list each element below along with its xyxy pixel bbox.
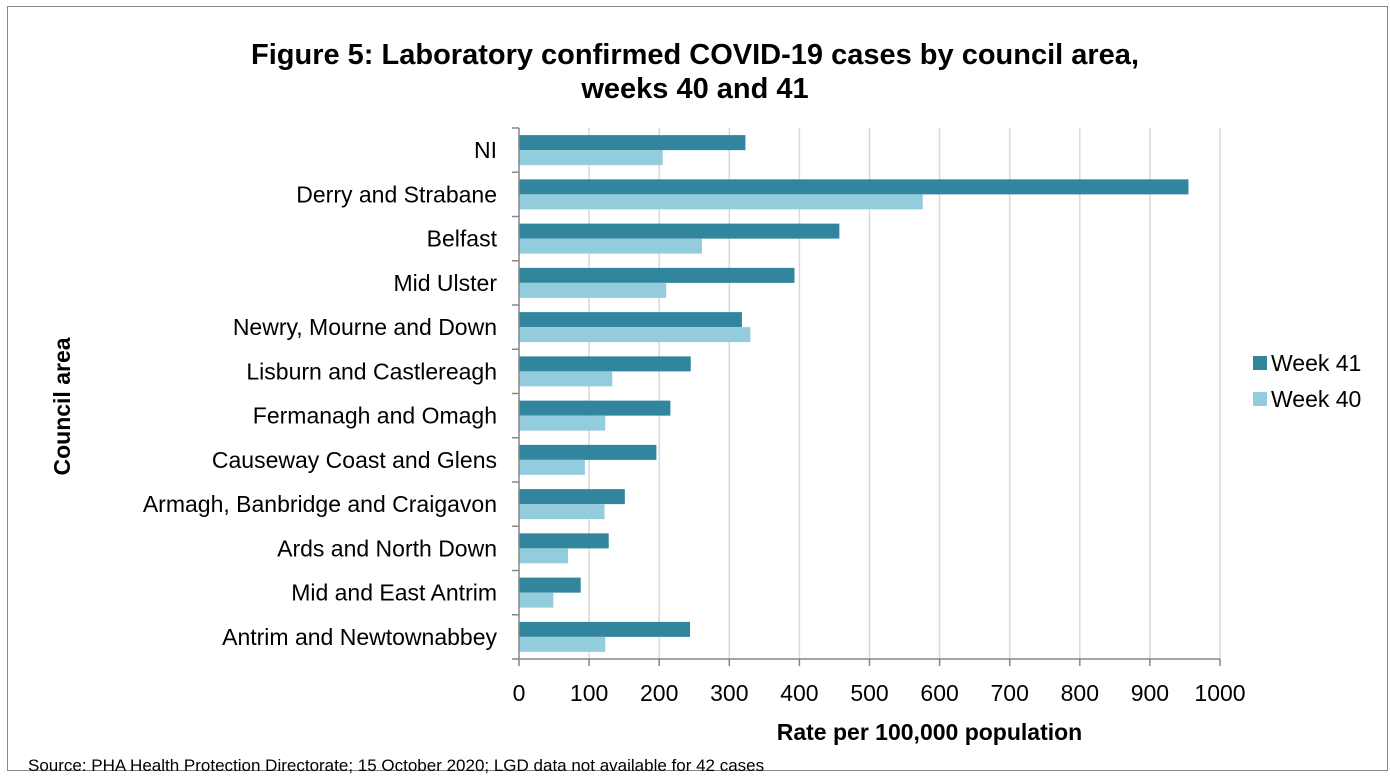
category-label-lisburn-and-castlereagh: Lisburn and Castlereagh — [246, 358, 497, 384]
x-tick-label-1000: 1000 — [1194, 680, 1245, 706]
bar-week-41-newry-mourne-and-down — [519, 312, 742, 328]
legend-item-week-41: Week 41 — [1253, 345, 1361, 381]
axes — [512, 127, 1221, 666]
bar-week-40-newry-mourne-and-down — [519, 327, 751, 343]
x-axis-title: Rate per 100,000 population — [777, 719, 1082, 745]
x-tick-label-600: 600 — [920, 680, 958, 706]
category-label-causeway-coast-and-glens: Causeway Coast and Glens — [212, 447, 497, 473]
bar-week-41-ards-and-north-down — [519, 533, 609, 549]
bar-week-41-belfast — [519, 223, 840, 239]
bar-week-40-causeway-coast-and-glens — [519, 459, 585, 475]
bar-week-41-mid-ulster — [519, 267, 795, 283]
bar-week-41-causeway-coast-and-glens — [519, 444, 657, 460]
category-label-belfast: Belfast — [427, 226, 498, 252]
legend-label-week-41: Week 41 — [1271, 349, 1362, 376]
legend: Week 41 Week 40 — [1253, 345, 1361, 417]
bar-week-40-antrim-and-newtownabbey — [519, 636, 606, 652]
x-tick-label-100: 100 — [570, 680, 608, 706]
bar-week-41-fermanagh-and-omagh — [519, 400, 671, 416]
y-axis-title: Council area — [49, 337, 75, 475]
chart-title-line-2: weeks 40 and 41 — [581, 73, 809, 105]
bar-week-40-lisburn-and-castlereagh — [519, 371, 613, 387]
category-label-ni: NI — [474, 137, 497, 163]
bar-week-41-antrim-and-newtownabbey — [519, 621, 691, 637]
x-tick-label-500: 500 — [850, 680, 888, 706]
x-tick-label-400: 400 — [780, 680, 818, 706]
bars — [519, 135, 1189, 652]
category-label-mid-ulster: Mid Ulster — [393, 270, 497, 296]
gridlines — [588, 128, 1221, 659]
chart-title: Figure 5: Laboratory confirmed COVID-19 … — [0, 38, 1390, 106]
bar-week-40-fermanagh-and-omagh — [519, 415, 606, 431]
chart-title-line-1: Figure 5: Laboratory confirmed COVID-19 … — [251, 39, 1139, 71]
category-label-mid-and-east-antrim: Mid and East Antrim — [291, 580, 497, 606]
bar-week-41-lisburn-and-castlereagh — [519, 356, 691, 372]
legend-label-week-40: Week 40 — [1271, 385, 1362, 412]
bar-week-41-ni — [519, 135, 746, 151]
bar-week-40-derry-and-strabane — [519, 194, 923, 210]
chart-frame — [7, 6, 1388, 771]
category-label-newry-mourne-and-down: Newry, Mourne and Down — [233, 314, 497, 340]
bar-week-41-mid-and-east-antrim — [519, 577, 581, 593]
category-label-derry-and-strabane: Derry and Strabane — [296, 181, 497, 207]
bar-week-40-ards-and-north-down — [519, 548, 569, 564]
category-label-antrim-and-newtownabbey: Antrim and Newtownabbey — [222, 624, 497, 650]
source-note: Source: PHA Health Protection Directorat… — [28, 756, 765, 775]
x-tick-label-300: 300 — [710, 680, 748, 706]
bar-week-40-ni — [519, 150, 663, 166]
category-label-ards-and-north-down: Ards and North Down — [277, 535, 497, 561]
x-tick-label-700: 700 — [991, 680, 1029, 706]
legend-swatch-week-40 — [1253, 392, 1267, 406]
category-label-fermanagh-and-omagh: Fermanagh and Omagh — [253, 403, 497, 429]
x-tick-label-0: 0 — [513, 680, 526, 706]
bar-week-40-armagh-banbridge-and-craigavon — [519, 504, 605, 520]
legend-swatch-week-41 — [1253, 356, 1267, 370]
x-tick-label-800: 800 — [1061, 680, 1099, 706]
x-tick-label-900: 900 — [1131, 680, 1169, 706]
x-tick-label-200: 200 — [640, 680, 678, 706]
category-label-armagh-banbridge-and-craigavon: Armagh, Banbridge and Craigavon — [143, 491, 497, 517]
bar-week-41-derry-and-strabane — [519, 179, 1189, 195]
bar-week-40-belfast — [519, 238, 702, 254]
bar-week-41-armagh-banbridge-and-craigavon — [519, 489, 625, 505]
labels: 0 100 200 300 400 500 600 700 800 900 1000 NI Derry … — [143, 137, 1246, 706]
legend-item-week-40: Week 40 — [1253, 381, 1361, 417]
bar-week-40-mid-and-east-antrim — [519, 592, 554, 608]
bar-week-40-mid-ulster — [519, 282, 667, 298]
